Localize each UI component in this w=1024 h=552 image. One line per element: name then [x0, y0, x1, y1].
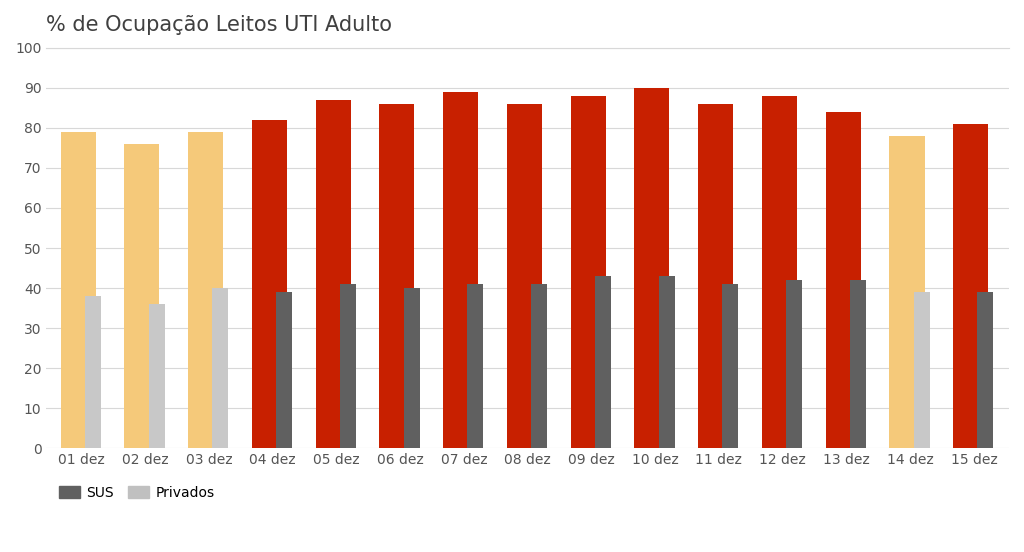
Bar: [315, 100, 350, 448]
Bar: [379, 104, 415, 448]
Bar: [890, 136, 925, 448]
Bar: [188, 132, 223, 448]
Bar: [762, 95, 797, 448]
Bar: [635, 88, 670, 448]
Bar: [403, 288, 420, 448]
Bar: [978, 292, 993, 448]
Bar: [698, 104, 733, 448]
Bar: [340, 284, 355, 448]
Bar: [252, 120, 287, 448]
Bar: [595, 276, 611, 448]
Bar: [124, 144, 160, 448]
Bar: [570, 95, 606, 448]
Bar: [85, 296, 100, 448]
Bar: [148, 304, 165, 448]
Bar: [443, 92, 478, 448]
Legend: SUS, Privados: SUS, Privados: [53, 480, 220, 506]
Bar: [786, 280, 802, 448]
Bar: [722, 284, 738, 448]
Bar: [953, 124, 988, 448]
Bar: [825, 112, 861, 448]
Text: % de Ocupação Leitos UTI Adulto: % de Ocupação Leitos UTI Adulto: [46, 15, 392, 35]
Bar: [467, 284, 483, 448]
Bar: [850, 280, 866, 448]
Bar: [507, 104, 542, 448]
Bar: [913, 292, 930, 448]
Bar: [276, 292, 292, 448]
Bar: [531, 284, 547, 448]
Bar: [60, 132, 95, 448]
Bar: [212, 288, 228, 448]
Bar: [658, 276, 675, 448]
